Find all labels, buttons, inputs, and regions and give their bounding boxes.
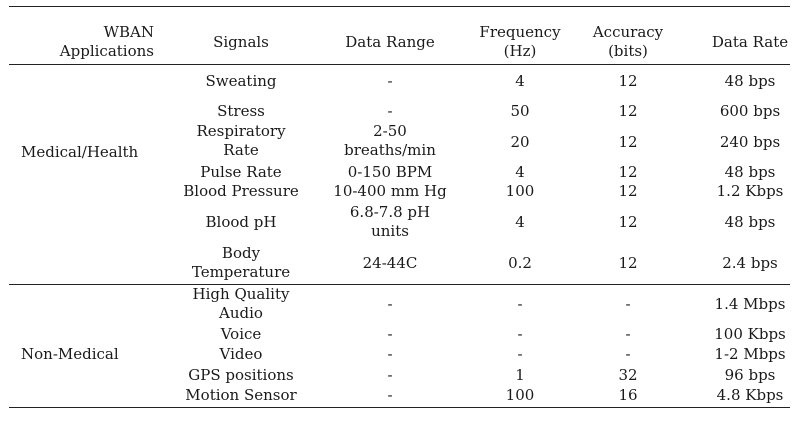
header-rule <box>9 64 790 65</box>
table-row-data-rate: 1.2 Kbps <box>716 182 784 200</box>
table-row-accuracy: 12 <box>618 133 638 151</box>
table-row-accuracy: 12 <box>618 254 638 272</box>
signal-line: Body <box>221 244 261 262</box>
table-row-accuracy: - <box>625 325 631 343</box>
top-rule <box>9 6 790 7</box>
table-row-frequency: 4 <box>515 72 525 90</box>
table-row-signal: Blood pH <box>205 213 277 231</box>
table-row-data-rate: 600 bps <box>719 102 781 120</box>
group-label-medical: Medical/Health <box>21 143 139 161</box>
table-row-frequency: - <box>517 345 523 363</box>
table-row-frequency: 0.2 <box>508 254 532 272</box>
signal-line: Rate <box>223 141 259 159</box>
header-applications-line1: WBAN <box>103 23 154 41</box>
table-row-accuracy: 12 <box>618 182 638 200</box>
table-row-data-rate: 48 bps <box>724 213 776 231</box>
bottom-rule <box>9 407 790 408</box>
header-frequency: Frequency (Hz) <box>479 23 560 61</box>
table-row-accuracy: - <box>625 345 631 363</box>
table-row-range: - <box>387 72 393 90</box>
table-row-frequency: 1 <box>515 366 525 384</box>
table-row-frequency: 4 <box>515 163 525 181</box>
table-row-range: 0-150 BPM <box>347 163 433 181</box>
table-row-range: 24-44C <box>362 254 418 272</box>
header-frequency-line1: Frequency <box>479 23 561 41</box>
table-row-accuracy: 12 <box>618 72 638 90</box>
header-frequency-line2: (Hz) <box>503 42 537 60</box>
table-row-signal: Blood Pressure <box>183 182 299 200</box>
table-row-range: - <box>387 366 393 384</box>
table-row-signal: Sweating <box>205 72 277 90</box>
table-row-frequency: 50 <box>510 102 530 120</box>
table-row-accuracy: 12 <box>618 213 638 231</box>
table-row-signal: Video <box>219 345 263 363</box>
range-line: 2-50 <box>373 122 407 140</box>
table-row-signal: Stress <box>217 102 265 120</box>
table-row-data-rate: 96 bps <box>724 366 776 384</box>
signal-line: High Quality <box>192 285 290 303</box>
table-row-signal: GPS positions <box>188 366 294 384</box>
table-row-signal: Pulse Rate <box>200 163 282 181</box>
table-row-signal: Respiratory Rate <box>196 122 285 160</box>
table-row-data-rate: 1-2 Mbps <box>714 345 786 363</box>
table-row-range: - <box>387 102 393 120</box>
table-row-data-rate: 48 bps <box>724 163 776 181</box>
signal-line: Audio <box>219 304 263 322</box>
group-label-non-medical: Non-Medical <box>21 345 119 363</box>
header-accuracy: Accuracy (bits) <box>593 23 663 61</box>
table-row-range: - <box>387 386 393 404</box>
signal-line: Respiratory <box>196 122 286 140</box>
range-line: units <box>371 222 409 240</box>
table-row-frequency: 4 <box>515 213 525 231</box>
signal-line: Temperature <box>191 263 291 281</box>
header-applications-line2: Applications <box>59 42 154 60</box>
table-row-data-rate: 100 Kbps <box>714 325 786 343</box>
table-row-accuracy: - <box>625 295 631 313</box>
table-row-range: - <box>387 295 393 313</box>
table-row-accuracy: 12 <box>618 102 638 120</box>
table-row-data-rate: 48 bps <box>724 72 776 90</box>
table-row-data-rate: 1.4 Mbps <box>714 295 786 313</box>
header-data-range: Data Range <box>345 33 435 51</box>
table-row-range: - <box>387 325 393 343</box>
table-row-range: 2-50 breaths/min <box>344 122 436 160</box>
table-row-accuracy: 12 <box>618 163 638 181</box>
table-row-data-rate: 4.8 Kbps <box>716 386 784 404</box>
header-signals: Signals <box>213 33 269 51</box>
table-row-data-rate: 240 bps <box>719 133 781 151</box>
table-row-frequency: 100 <box>505 182 535 200</box>
table-row-accuracy: 16 <box>618 386 638 404</box>
header-applications: WBAN Applications <box>60 23 154 61</box>
table-row-frequency: 20 <box>510 133 530 151</box>
table-row-range: 6.8-7.8 pH units <box>350 203 430 241</box>
table-row-signal: Body Temperature <box>192 244 290 282</box>
table-row-range: 10-400 mm Hg <box>333 182 447 200</box>
table-row-signal: High Quality Audio <box>193 285 290 323</box>
range-line: 6.8-7.8 pH <box>349 203 431 221</box>
table-row-range: - <box>387 345 393 363</box>
header-accuracy-line2: (bits) <box>608 42 648 60</box>
table-row-accuracy: 32 <box>618 366 638 384</box>
range-line: breaths/min <box>344 141 436 159</box>
table-row-frequency: - <box>517 295 523 313</box>
table-row-frequency: - <box>517 325 523 343</box>
table-row-signal: Motion Sensor <box>185 386 297 404</box>
group-divider-rule <box>9 284 790 285</box>
header-data-rate: Data Rate <box>711 33 789 51</box>
table-row-data-rate: 2.4 bps <box>722 254 778 272</box>
header-accuracy-line1: Accuracy <box>592 23 664 41</box>
table-row-signal: Voice <box>220 325 262 343</box>
table-row-frequency: 100 <box>505 386 535 404</box>
